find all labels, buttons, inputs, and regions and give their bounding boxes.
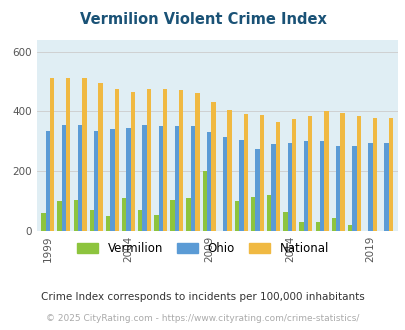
Bar bbox=[239, 140, 243, 231]
Bar bbox=[106, 216, 110, 231]
Bar bbox=[259, 115, 263, 231]
Bar bbox=[90, 210, 94, 231]
Bar bbox=[315, 222, 319, 231]
Bar bbox=[45, 131, 50, 231]
Bar bbox=[98, 83, 102, 231]
Bar bbox=[158, 126, 162, 231]
Legend: Vermilion, Ohio, National: Vermilion, Ohio, National bbox=[72, 237, 333, 260]
Bar bbox=[62, 125, 66, 231]
Bar bbox=[255, 149, 259, 231]
Text: © 2025 CityRating.com - https://www.cityrating.com/crime-statistics/: © 2025 CityRating.com - https://www.city… bbox=[46, 314, 359, 323]
Bar bbox=[266, 195, 271, 231]
Bar bbox=[174, 126, 179, 231]
Bar bbox=[335, 146, 339, 231]
Bar bbox=[331, 217, 335, 231]
Bar bbox=[82, 79, 86, 231]
Bar bbox=[243, 115, 247, 231]
Bar bbox=[275, 122, 279, 231]
Bar bbox=[283, 212, 287, 231]
Bar bbox=[303, 141, 307, 231]
Bar bbox=[190, 126, 195, 231]
Bar bbox=[388, 118, 392, 231]
Bar bbox=[307, 116, 312, 231]
Bar bbox=[66, 79, 70, 231]
Bar bbox=[162, 89, 167, 231]
Bar bbox=[186, 198, 190, 231]
Bar bbox=[154, 214, 158, 231]
Text: Vermilion Violent Crime Index: Vermilion Violent Crime Index bbox=[79, 12, 326, 26]
Bar bbox=[41, 213, 45, 231]
Bar bbox=[179, 90, 183, 231]
Bar bbox=[324, 112, 328, 231]
Bar bbox=[73, 200, 78, 231]
Bar bbox=[126, 128, 130, 231]
Bar bbox=[250, 197, 255, 231]
Bar bbox=[122, 198, 126, 231]
Bar bbox=[170, 200, 174, 231]
Bar bbox=[130, 92, 135, 231]
Bar bbox=[138, 210, 142, 231]
Bar bbox=[202, 171, 207, 231]
Bar bbox=[110, 129, 114, 231]
Bar bbox=[347, 225, 351, 231]
Bar bbox=[211, 102, 215, 231]
Bar bbox=[50, 79, 54, 231]
Bar bbox=[78, 125, 82, 231]
Bar bbox=[319, 141, 324, 231]
Bar bbox=[339, 113, 344, 231]
Bar bbox=[114, 89, 119, 231]
Bar bbox=[351, 146, 356, 231]
Bar bbox=[223, 137, 227, 231]
Bar bbox=[291, 119, 296, 231]
Bar bbox=[287, 143, 291, 231]
Bar bbox=[57, 201, 62, 231]
Bar bbox=[142, 125, 147, 231]
Bar bbox=[384, 143, 388, 231]
Bar bbox=[367, 143, 372, 231]
Bar bbox=[207, 132, 211, 231]
Bar bbox=[372, 118, 376, 231]
Bar bbox=[227, 110, 231, 231]
Bar bbox=[271, 144, 275, 231]
Bar bbox=[298, 222, 303, 231]
Bar bbox=[195, 93, 199, 231]
Bar bbox=[94, 131, 98, 231]
Bar bbox=[147, 89, 151, 231]
Bar bbox=[234, 201, 239, 231]
Text: Crime Index corresponds to incidents per 100,000 inhabitants: Crime Index corresponds to incidents per… bbox=[41, 292, 364, 302]
Bar bbox=[356, 116, 360, 231]
